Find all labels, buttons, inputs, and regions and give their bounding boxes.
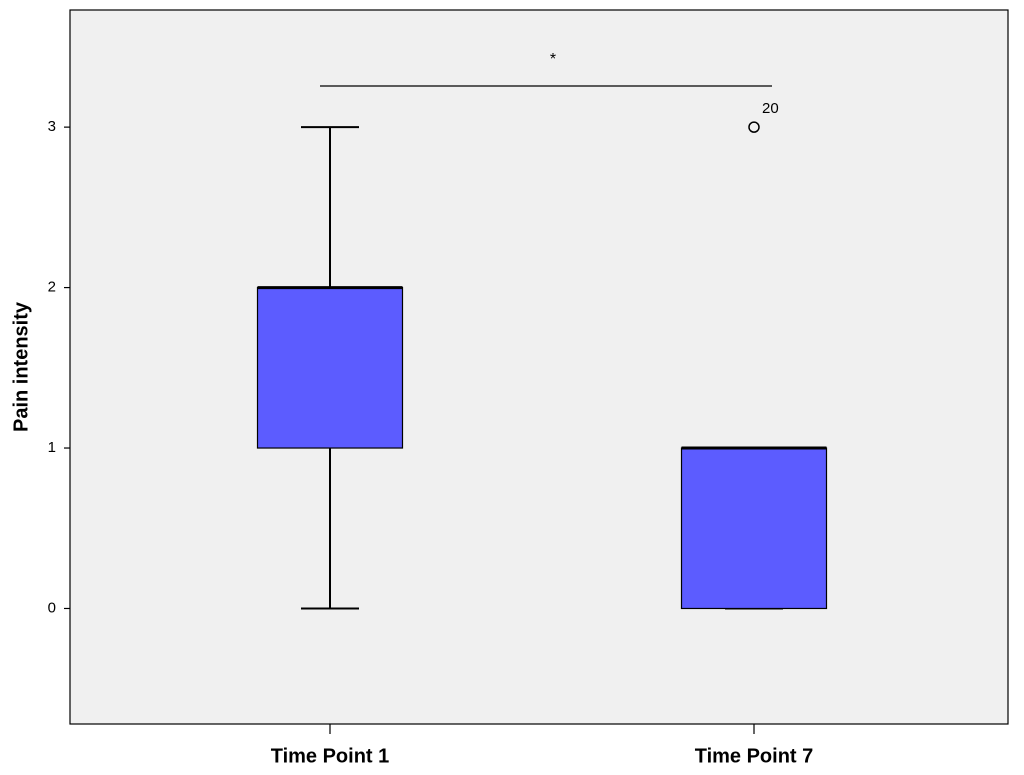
- box: [680, 447, 828, 610]
- y-tick-label: 0: [48, 599, 56, 616]
- box: [256, 286, 404, 449]
- y-tick-label: 2: [48, 279, 56, 296]
- x-tick-label: Time Point 7: [695, 745, 814, 767]
- x-tick-label: Time Point 1: [271, 745, 390, 767]
- y-axis-label: Pain intensity: [10, 301, 32, 432]
- outlier: [748, 121, 760, 133]
- significance-label: *: [550, 51, 556, 68]
- y-tick-label: 3: [48, 118, 56, 135]
- outlier-label: 20: [762, 100, 779, 117]
- plot-area: [69, 9, 1009, 725]
- y-tick-label: 1: [48, 439, 56, 456]
